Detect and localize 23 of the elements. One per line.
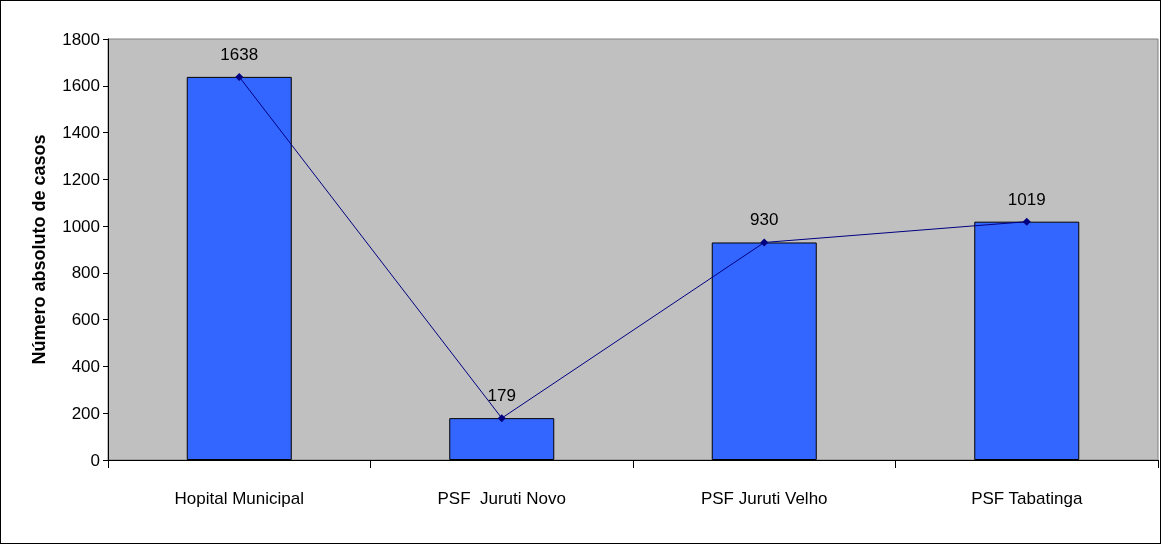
data-label: 930 [750,210,779,230]
y-axis-title: Número absoluto de casos [29,134,49,365]
y-tick-label: 200 [71,403,100,423]
x-tick-label: Hopital Municipal [174,489,304,508]
data-label: 1638 [220,44,259,64]
y-tick-label: 1400 [62,123,100,143]
y-tick-label: 1800 [62,29,100,49]
y-tick-label: 600 [71,310,100,330]
y-tick-label: 400 [71,356,100,376]
y-tick-label: 800 [71,263,100,283]
y-tick-label: 1200 [62,169,100,189]
y-tick-label: 1000 [62,216,100,236]
x-tick-label: PSF Tabatinga [971,489,1083,508]
data-label: 179 [487,386,516,406]
point [497,414,506,423]
data-label: 1019 [1007,189,1046,209]
point [760,238,769,247]
point [235,72,244,81]
y-tick-label: 1600 [62,76,100,96]
y-tick-label: 0 [90,450,100,470]
point [1022,217,1031,226]
x-tick-label: PSF Juruti Velho [700,489,828,508]
x-tick-label: PSF Juruti Novo [437,489,566,508]
